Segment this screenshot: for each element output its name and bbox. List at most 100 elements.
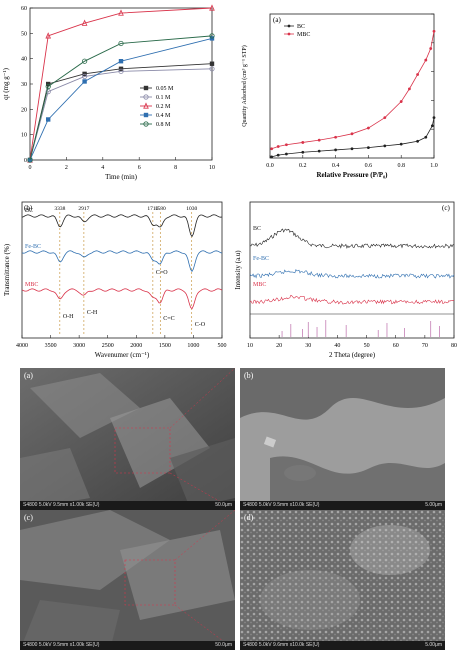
- x-tick-label: 2: [65, 165, 68, 171]
- peak-label: 1030: [186, 206, 197, 212]
- data-point: [118, 40, 124, 47]
- x-tick-label: 2500: [102, 343, 114, 349]
- sem-texture-d: [240, 510, 445, 650]
- legend-marker: [143, 102, 149, 109]
- sem-scale: 50.0μm: [215, 642, 232, 648]
- series-line: [29, 7, 213, 161]
- data-point: [45, 83, 51, 90]
- peak-label: 1580: [155, 206, 166, 212]
- data-point: [399, 142, 403, 146]
- y-tick-label: 10: [21, 133, 27, 139]
- ftir-chart: 4000 3500 3000 2500 2000 1500 1000 500 Wavenumer…: [3, 201, 227, 359]
- x-tick-label: 4000: [16, 343, 28, 349]
- data-point: [209, 66, 215, 72]
- sem-label: (d): [244, 513, 254, 522]
- data-point: [82, 73, 88, 80]
- data-point: [399, 100, 403, 103]
- x-tick-label: 1.0: [430, 163, 438, 169]
- data-point: [118, 9, 124, 16]
- sem-info-bar: S4800 5.0kV 9.5mm x1.00k SE(U): [20, 641, 235, 650]
- data-point: [209, 61, 215, 66]
- x-tick-label: 0.2: [299, 163, 307, 169]
- xrd-chart: 10 20 30 40 50 60 70 80 2 Theta (degree) Intensit…: [234, 201, 457, 359]
- data-point: [45, 89, 51, 95]
- data-point: [432, 116, 436, 120]
- y-axis-label: Quantity Adsorbed (cm³ g⁻¹ STP): [241, 45, 248, 126]
- y-tick-label: 40: [21, 57, 27, 63]
- x-tick-label: 20: [276, 343, 282, 349]
- series-line: [21, 214, 223, 238]
- sem-info-bar: S4800 5.0kV 9.5mm x1.00k SE(U): [20, 501, 235, 510]
- series-line: [249, 268, 455, 279]
- bet-isotherm-chart: 0.0 0.2 0.4 0.6 0.8 1.0 Relative Pressure (P/P…: [241, 13, 438, 179]
- series-line: [249, 228, 455, 249]
- bet-chart-panel: 0.0 0.2 0.4 0.6 0.8 1.0 Relative Pressure (P/P…: [232, 0, 463, 185]
- peak-label: 1710: [147, 206, 158, 212]
- data-point: [270, 155, 274, 159]
- data-point: [209, 4, 215, 11]
- panel-label: (a): [273, 16, 281, 24]
- legend-label: 0.4 M: [156, 113, 171, 119]
- sem-scale: 5.00μm: [425, 642, 442, 648]
- x-axis-label: 2 Theta (degree): [329, 351, 376, 359]
- sem-scale: 50.0μm: [215, 502, 232, 508]
- bond-annotation: O-H: [63, 314, 74, 320]
- data-point: [45, 32, 52, 39]
- series-label: Fe-BC: [25, 244, 41, 250]
- series-line: [29, 68, 213, 161]
- legend-label: 0.1 M: [156, 95, 171, 101]
- y-tick-label: 30: [21, 82, 27, 88]
- x-tick-label: 3500: [45, 343, 57, 349]
- plot-frame: [29, 7, 213, 161]
- data-point: [429, 47, 433, 50]
- peak-label: 2917: [78, 206, 89, 212]
- legend-marker: [143, 112, 149, 118]
- legend-label: 0.2 M: [156, 104, 171, 110]
- sem-image-c: (c) S4800 5.0kV 9.5mm x1.00k SE(U) 50.0μ…: [20, 510, 235, 650]
- sem-info-bar: S4800 5.0kV 9.6mm x10.0k SE(U): [240, 641, 445, 650]
- panel-label: (c): [442, 204, 450, 212]
- series-line: [249, 294, 455, 305]
- peak-label: 3338: [54, 206, 65, 212]
- data-point: [383, 144, 387, 148]
- data-point: [334, 135, 337, 139]
- data-point: [285, 143, 288, 147]
- data-point: [301, 141, 305, 144]
- legend-label: 0.05 M: [156, 86, 174, 92]
- x-tick-label: 0.4: [332, 163, 340, 169]
- series-label: BC: [253, 226, 261, 232]
- x-tick-label: 500: [218, 343, 227, 349]
- legend-marker: [143, 85, 149, 91]
- sem-image-b: (b) S4800 5.0kV 9.5mm x10.0k SE(U) 5.00μ…: [240, 368, 445, 510]
- data-point: [27, 157, 33, 163]
- bond-annotation: C-O: [195, 322, 206, 328]
- legend-marker: [287, 24, 291, 28]
- legend-label: 0.8 M: [156, 122, 171, 128]
- panel-label: (b): [24, 204, 33, 212]
- series-label: Fe-BC: [253, 256, 269, 262]
- y-tick-label: 60: [21, 6, 27, 12]
- data-point: [276, 153, 280, 157]
- data-point: [317, 138, 321, 142]
- data-point: [209, 33, 215, 39]
- x-tick-label: 30: [305, 343, 311, 349]
- kinetics-chart-panel: 0 2 4 6 8 10 0 10 20 30 40 50 60 Time (min) qt (mg g⁻¹…: [0, 0, 222, 185]
- sem-image-a: (a) S4800 5.0kV 9.5mm x1.00k SE(U) 50.0μ…: [20, 368, 235, 510]
- data-point: [334, 148, 337, 152]
- x-tick-label: 3000: [73, 343, 85, 349]
- data-point: [46, 117, 51, 122]
- y-tick-label: 0: [24, 158, 27, 164]
- x-tick-label: 2000: [130, 343, 142, 349]
- legend-marker: [287, 32, 291, 36]
- ftir-chart-panel: 4000 3500 3000 2500 2000 1500 1000 500 Wavenumer…: [0, 190, 230, 365]
- data-point: [301, 150, 305, 154]
- bond-annotation: C=C: [163, 316, 174, 322]
- x-tick-label: 1500: [159, 343, 171, 349]
- sem-scale: 5.00μm: [425, 502, 442, 508]
- legend-label: BC: [297, 24, 305, 30]
- data-point: [424, 135, 428, 139]
- data-point: [432, 29, 436, 33]
- x-tick-label: 60: [393, 343, 399, 349]
- series-label: MBC: [253, 282, 266, 288]
- sem-texture-a: [20, 368, 235, 510]
